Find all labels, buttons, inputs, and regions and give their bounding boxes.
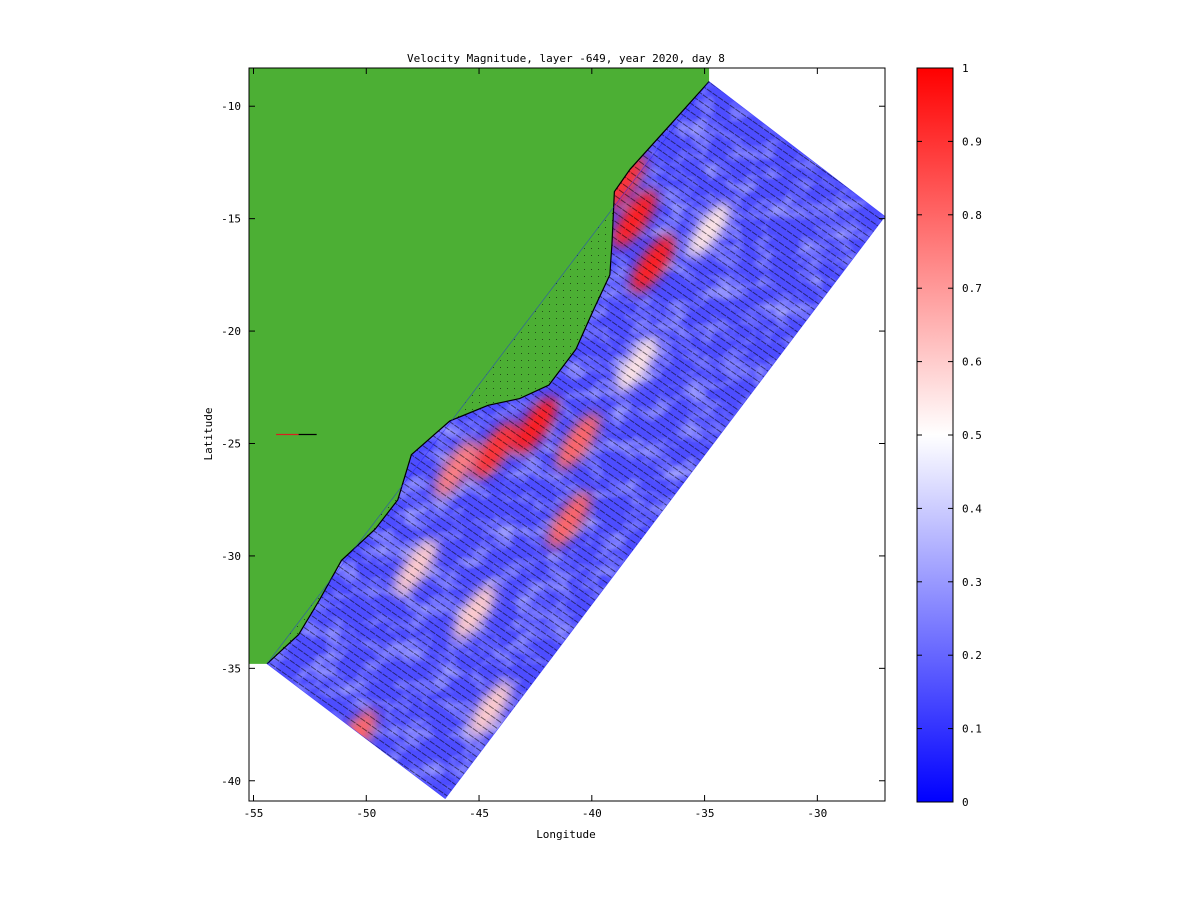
colorbar-tick-label: 0.8 xyxy=(962,209,982,222)
x-tick-label: -35 xyxy=(695,807,715,820)
colorbar-tick-label: 0.7 xyxy=(962,282,982,295)
colorbar-tick-label: 1 xyxy=(962,62,969,75)
colorbar-tick-label: 0 xyxy=(962,796,969,809)
colorbar-tick-label: 0.4 xyxy=(962,502,982,515)
model-domain-outline xyxy=(266,81,885,800)
y-tick-label: -10 xyxy=(221,100,241,113)
y-axis-label: Latitude xyxy=(202,408,215,461)
colorbar xyxy=(916,67,954,803)
x-tick-label: -45 xyxy=(469,807,489,820)
y-tick-label: -30 xyxy=(221,550,241,563)
x-tick-label: -30 xyxy=(807,807,827,820)
y-tick-label: -15 xyxy=(221,213,241,226)
land-mass xyxy=(249,68,710,664)
y-tick-label: -20 xyxy=(221,325,241,338)
x-tick-label: -55 xyxy=(244,807,264,820)
x-tick-label: -40 xyxy=(582,807,602,820)
x-tick-label: -50 xyxy=(356,807,376,820)
x-axis-label: Longitude xyxy=(536,828,596,841)
colorbar-tick-label: 0.9 xyxy=(962,135,982,148)
colorbar-tick-label: 0.5 xyxy=(962,429,982,442)
y-tick-label: -25 xyxy=(221,437,241,450)
chart-title: Velocity Magnitude, layer -649, year 202… xyxy=(407,52,725,65)
colorbar-tick-label: 0.2 xyxy=(962,649,982,662)
plot-frame xyxy=(248,67,886,802)
y-tick-label: -40 xyxy=(221,775,241,788)
colorbar-tick-label: 0.3 xyxy=(962,576,982,589)
coastline xyxy=(266,81,710,665)
colorbar-tick-label: 0.6 xyxy=(962,356,982,369)
y-tick-label: -35 xyxy=(221,662,241,675)
colorbar-tick-label: 0.1 xyxy=(962,723,982,736)
